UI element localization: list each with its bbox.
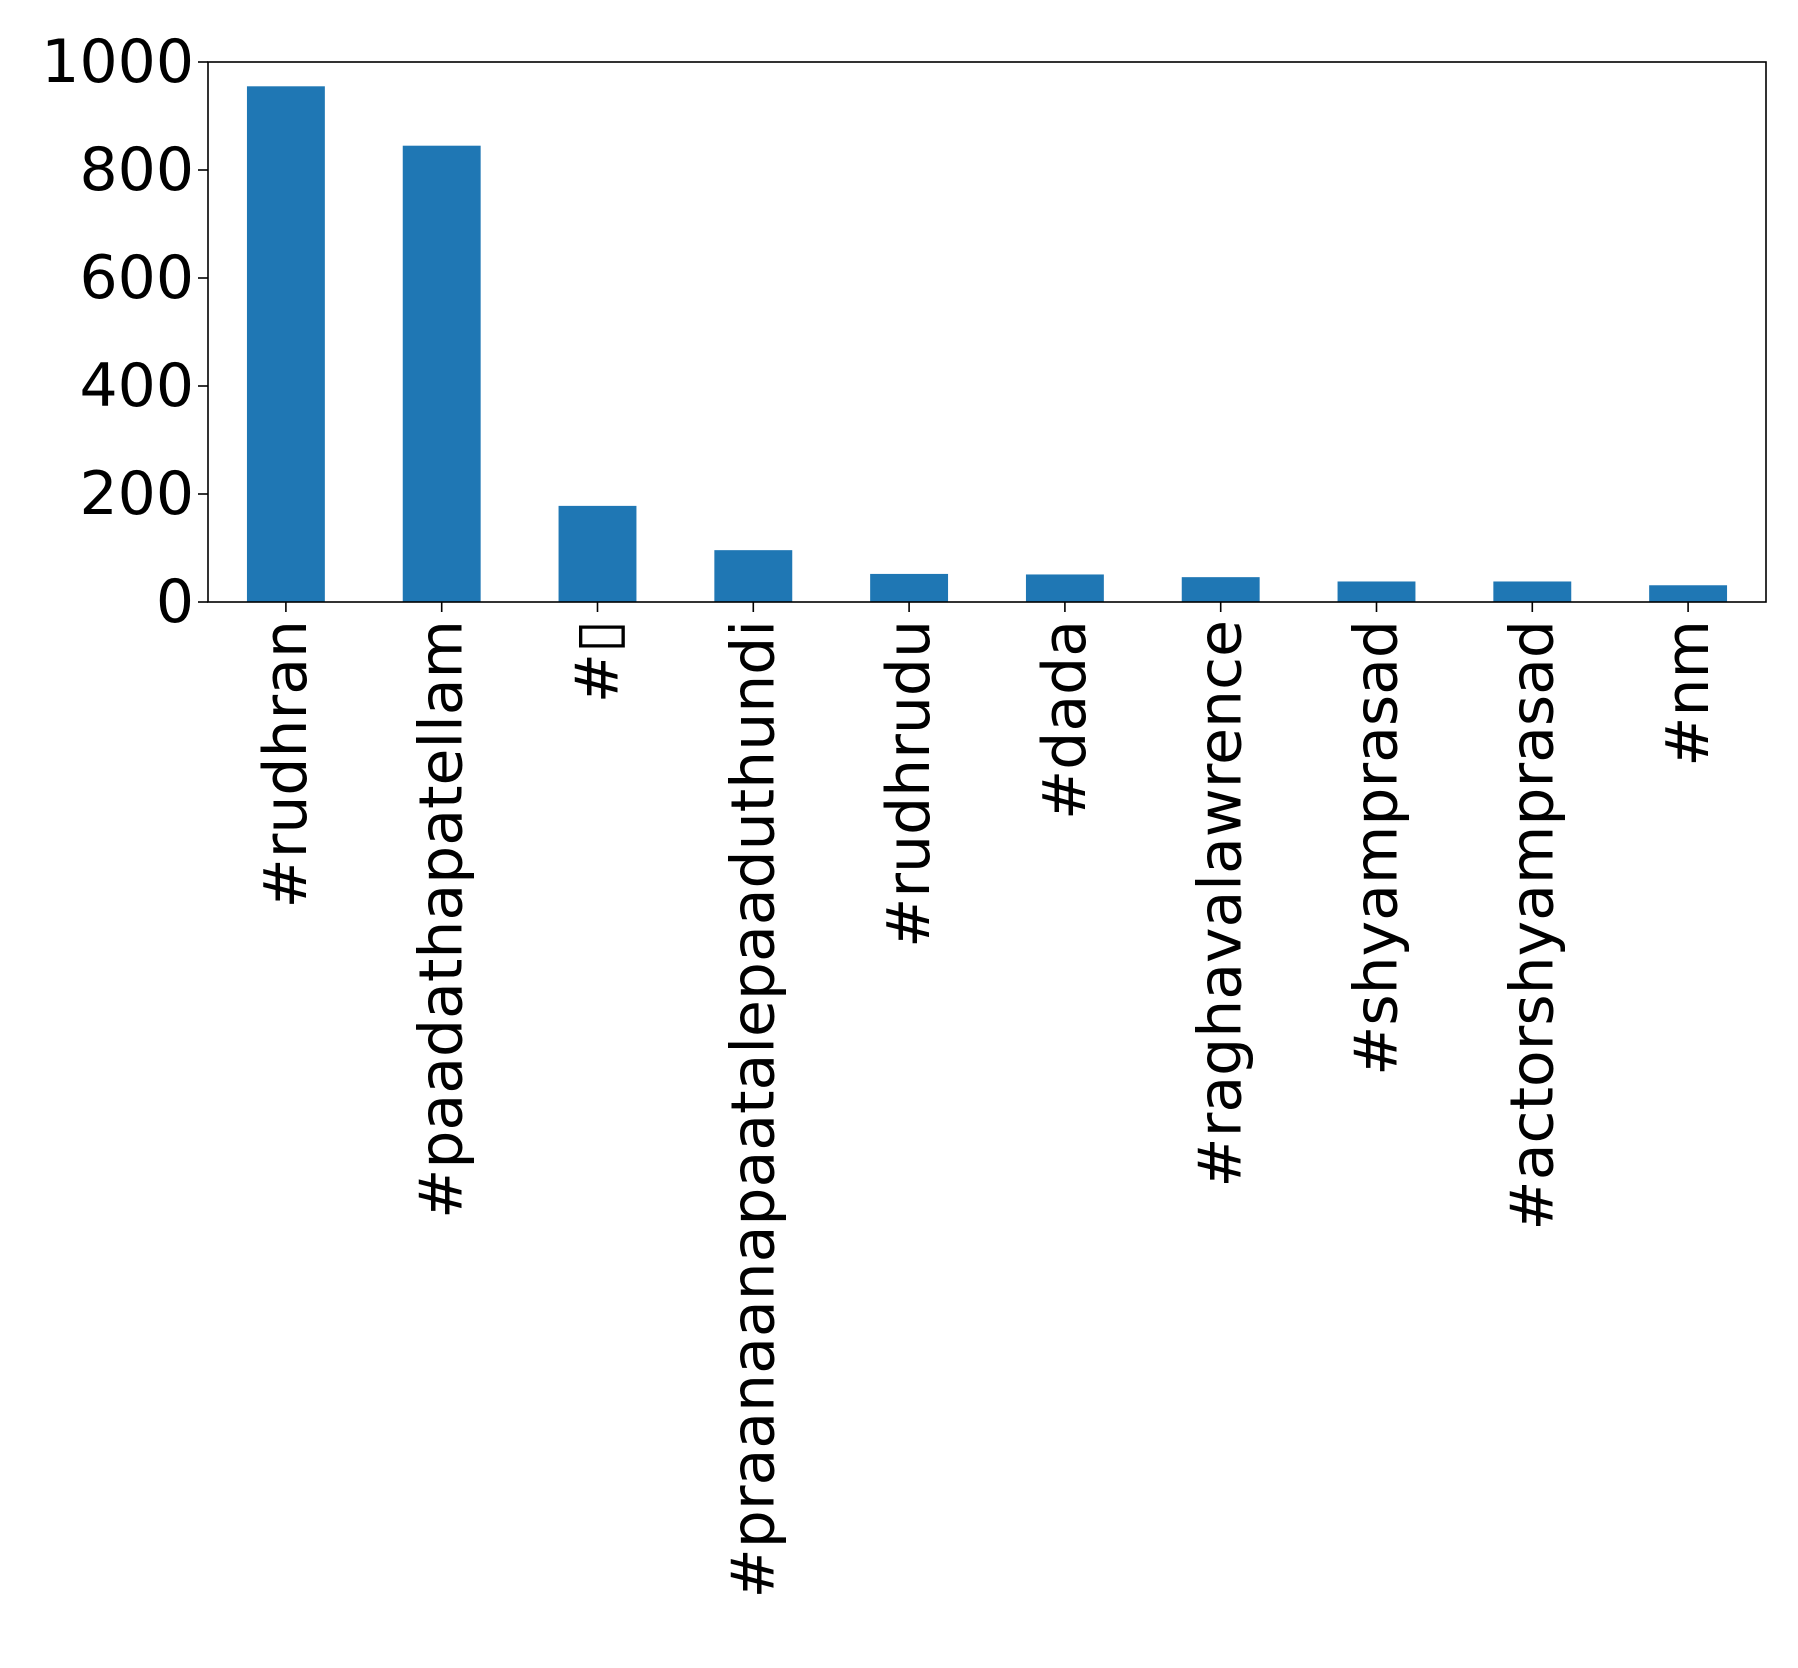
x-tick-label: #raghavalawrence [1186,620,1256,1188]
x-tick-label: #▯ [563,620,633,703]
y-tick-label: 0 [156,567,194,637]
bar [1181,577,1260,602]
bar [1493,581,1572,602]
bar [402,145,481,602]
x-tick-label: #rudhran [251,620,321,909]
x-tick-label: #rudhrudu [874,620,944,948]
y-axis: 0 200 400 600 800 1000 [41,27,208,637]
bar [1025,574,1104,602]
bars-group [246,86,1728,603]
x-tick-label: #praanaanapaatalepaaduthundi [718,620,788,1599]
bar [1649,585,1728,602]
bar [1337,581,1416,602]
y-tick-label: 600 [79,243,194,313]
bar [558,505,637,602]
x-axis: #rudhran #paadathapatellam #▯ #praanaanapaa… [251,602,1723,1599]
x-tick-label: #nm [1653,620,1723,767]
y-tick-label: 200 [79,459,194,529]
y-tick-label: 1000 [41,27,194,97]
bar [246,86,325,603]
bar [714,550,793,602]
x-tick-label: #paadathapatellam [407,620,477,1219]
x-tick-label: #actorshyamprasad [1497,620,1567,1231]
y-tick-label: 800 [79,135,194,205]
x-tick-label: #shyamprasad [1342,620,1412,1076]
plot-frame [207,61,1767,603]
bar [870,573,949,602]
x-tick-label: #dada [1030,620,1100,820]
y-tick-label: 400 [79,351,194,421]
